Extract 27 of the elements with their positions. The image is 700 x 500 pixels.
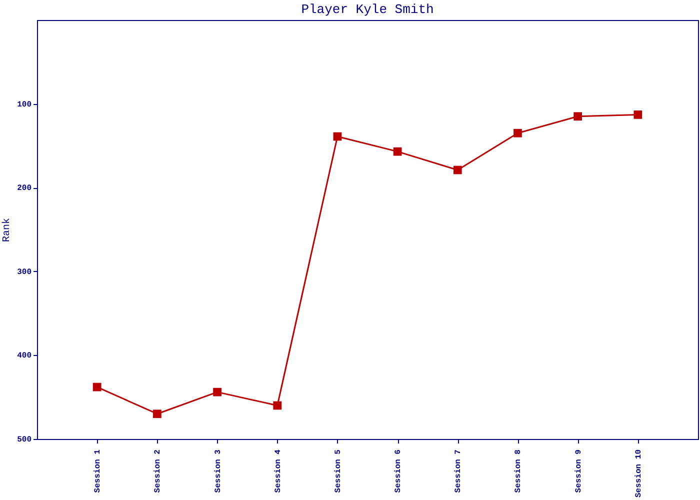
y-tick-label: 300 (17, 268, 32, 277)
point (453, 166, 462, 174)
point (273, 401, 282, 410)
x-tick-label: Session 5 (334, 449, 343, 493)
x-tick-label: Session 7 (454, 449, 464, 493)
point (153, 410, 162, 418)
point (634, 110, 642, 119)
y-tick-label: 400 (17, 352, 32, 361)
x-tick-label: Session 8 (514, 449, 524, 493)
x-tick-label: Session 10 (634, 449, 644, 498)
point (393, 147, 402, 156)
point (574, 112, 582, 121)
point (213, 388, 222, 396)
point (92, 382, 102, 392)
y-tick-label: 100 (17, 100, 32, 110)
x-tick-label: Session 1 (94, 449, 103, 493)
x-tick-label: Session 4 (274, 449, 283, 493)
point (333, 132, 342, 141)
y-tick-label: 200 (17, 184, 32, 194)
point (514, 128, 522, 138)
x-tick-label: Session 9 (574, 449, 584, 493)
y-tick-label: 500 (17, 436, 32, 444)
y-axis-title: Rank (1, 218, 14, 242)
chart-title: Player Kyle Smith (301, 2, 434, 17)
x-tick-label: Session 3 (214, 449, 223, 493)
x-tick-label: Session 6 (394, 449, 404, 493)
x-tick-label: Session 2 (154, 449, 163, 493)
